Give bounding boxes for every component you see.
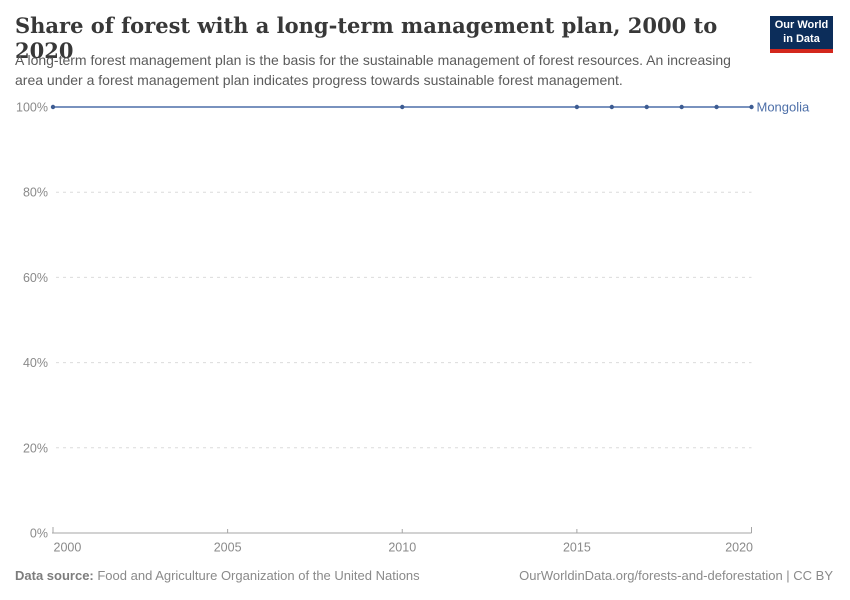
series-label-mongolia[interactable]: Mongolia bbox=[757, 100, 811, 115]
owid-logo[interactable]: Our World in Data bbox=[770, 16, 833, 53]
y-tick-label-80: 80% bbox=[23, 186, 48, 200]
data-point-mongolia-2020 bbox=[749, 104, 754, 110]
data-point-mongolia-2015 bbox=[574, 104, 580, 110]
x-tick-label-2020: 2020 bbox=[725, 541, 753, 555]
attribution-link[interactable]: OurWorldinData.org/forests-and-deforesta… bbox=[519, 568, 833, 583]
x-tick-label-2015: 2015 bbox=[563, 541, 591, 555]
x-tick-label-2000: 2000 bbox=[54, 541, 82, 555]
y-tick-label-40: 40% bbox=[23, 356, 48, 370]
owid-logo-line1: Our World bbox=[774, 19, 829, 32]
data-point-mongolia-2019 bbox=[714, 104, 719, 110]
y-tick-label-0: 0% bbox=[30, 527, 48, 541]
data-point-mongolia-2017 bbox=[644, 104, 649, 110]
data-point-mongolia-2010 bbox=[400, 104, 405, 110]
chart-title: Share of forest with a long-term managem… bbox=[15, 13, 718, 63]
y-tick-label-60: 60% bbox=[23, 271, 48, 285]
chart-footer: Data source: Food and Agriculture Organi… bbox=[15, 568, 833, 583]
owid-logo-line2: in Data bbox=[783, 32, 820, 45]
data-point-mongolia-2000 bbox=[50, 104, 56, 110]
chart-subtitle: A long-term forest management plan is th… bbox=[15, 52, 731, 89]
data-source: Data source: Food and Agriculture Organi… bbox=[15, 568, 420, 583]
y-tick-label-20: 20% bbox=[23, 441, 48, 455]
data-source-label: Data source: bbox=[15, 568, 94, 583]
data-point-mongolia-2016 bbox=[609, 104, 614, 110]
y-tick-label-100: 100% bbox=[16, 101, 48, 115]
x-tick-label-2010: 2010 bbox=[388, 541, 416, 555]
x-tick-label-2005: 2005 bbox=[214, 541, 242, 555]
data-source-value: Food and Agriculture Organization of the… bbox=[93, 568, 420, 583]
data-point-mongolia-2018 bbox=[679, 104, 684, 110]
